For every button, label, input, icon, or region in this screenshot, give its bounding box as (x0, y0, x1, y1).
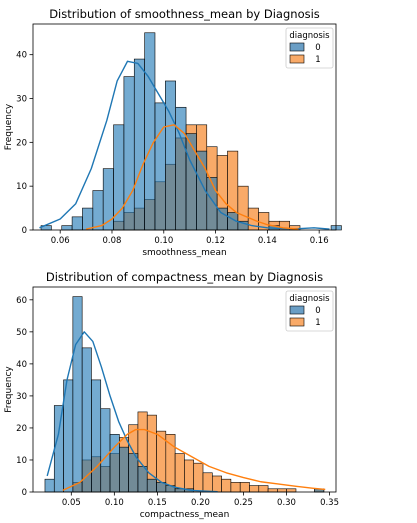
y-tick-label: 0 (22, 488, 27, 498)
bar-series-0 (91, 379, 102, 493)
bar-series-0 (185, 133, 197, 231)
x-tick-label: 0.08 (103, 236, 122, 246)
legend: diagnosis 0 1 (285, 27, 334, 69)
bar-series-0 (175, 106, 187, 231)
kde-line-series-1 (85, 124, 299, 230)
legend: diagnosis 0 1 (285, 290, 334, 332)
chart-title: Distribution of smoothness_mean by Diagn… (49, 7, 320, 21)
bar-series-1 (267, 488, 278, 493)
y-tick-label: 30 (16, 95, 27, 105)
x-axis-label: compactness_mean (140, 510, 230, 520)
legend-title: diagnosis (289, 294, 330, 304)
y-tick-label: 0 (22, 226, 27, 236)
bar-series-1 (193, 462, 204, 493)
bar-series-1 (184, 459, 195, 493)
bar-series-1 (230, 482, 241, 493)
bar-series-1 (165, 434, 176, 493)
legend-label-1: 1 (315, 55, 320, 65)
bar-series-0 (53, 405, 64, 493)
plot-frame (32, 23, 337, 231)
legend-label-1: 1 (315, 318, 320, 328)
bar-series-1 (202, 472, 213, 493)
kde-line-series-0 (46, 331, 218, 493)
legend-label-0: 0 (315, 43, 320, 53)
bar-series-0 (61, 225, 73, 231)
bar-series-1 (277, 488, 287, 493)
smoothness-chart: Distribution of smoothness_mean by Diagn… (4, 7, 342, 258)
bar-series-0 (82, 207, 94, 231)
y-tick-label: 20 (16, 424, 27, 434)
legend-title: diagnosis (289, 31, 330, 41)
bar-series-0 (206, 177, 218, 231)
x-tick-label: 0.05 (62, 498, 81, 508)
bar-series-1 (174, 453, 185, 493)
bar-series-0 (44, 478, 55, 493)
bar-series-0 (128, 453, 139, 493)
bar-series-0 (71, 216, 83, 231)
compactness-chart: Distribution of compactness_mean by Diag… (4, 270, 339, 520)
y-axis-label: Frequency (4, 103, 14, 150)
kde-line-series-1 (62, 428, 326, 492)
chart-title: Distribution of compactness_mean by Diag… (46, 270, 323, 284)
bar-series-1 (239, 482, 250, 493)
x-tick-label: 0.16 (310, 236, 329, 246)
x-tick-label: 0.35 (320, 498, 339, 508)
x-tick-label: 0.20 (191, 498, 210, 508)
y-tick-label: 10 (16, 456, 27, 466)
bar-series-1 (249, 485, 260, 493)
x-tick-label: 0.14 (258, 236, 277, 246)
kde-line-series-0 (39, 60, 330, 230)
y-tick-label: 40 (16, 51, 27, 61)
legend-label-0: 0 (315, 306, 320, 316)
y-tick-label: 50 (16, 328, 27, 338)
x-tick-label: 0.06 (51, 236, 70, 246)
bar-series-0 (119, 446, 129, 493)
bar-series-1 (212, 475, 222, 493)
x-tick-label: 0.30 (277, 498, 296, 508)
bar-series-0 (100, 408, 111, 493)
x-tick-label: 0.15 (148, 498, 167, 508)
legend-swatch-1 (289, 54, 305, 64)
x-tick-label: 0.12 (206, 236, 225, 246)
y-axis-label: Frequency (4, 366, 14, 413)
bars (44, 296, 325, 493)
legend-swatch-0 (289, 305, 305, 315)
legend-swatch-1 (289, 317, 305, 327)
bar-series-1 (258, 485, 269, 493)
y-tick-label: 30 (16, 392, 27, 402)
bar-series-0 (133, 58, 145, 231)
bar-series-0 (123, 76, 135, 231)
bar-series-0 (144, 32, 156, 231)
x-tick-label: 0.25 (234, 498, 253, 508)
bar-series-0 (216, 207, 228, 231)
bar-series-0 (113, 124, 125, 231)
y-tick-label: 20 (16, 138, 27, 148)
bar-series-1 (221, 478, 232, 493)
bar-series-0 (165, 80, 176, 231)
bar-series-0 (146, 478, 157, 493)
bar-series-0 (92, 190, 104, 231)
bar-series-0 (154, 102, 166, 231)
y-tick-label: 60 (16, 296, 27, 306)
plot-frame (32, 286, 337, 493)
y-tick-label: 40 (16, 360, 27, 370)
y-tick-label: 10 (16, 182, 27, 192)
x-tick-label: 0.10 (154, 236, 173, 246)
legend-swatch-0 (289, 42, 305, 52)
x-axis-label: smoothness_mean (142, 248, 226, 258)
bar-series-0 (81, 347, 92, 493)
bar-series-1 (286, 488, 297, 493)
x-tick-label: 0.10 (105, 498, 124, 508)
bar-series-0 (72, 296, 83, 493)
